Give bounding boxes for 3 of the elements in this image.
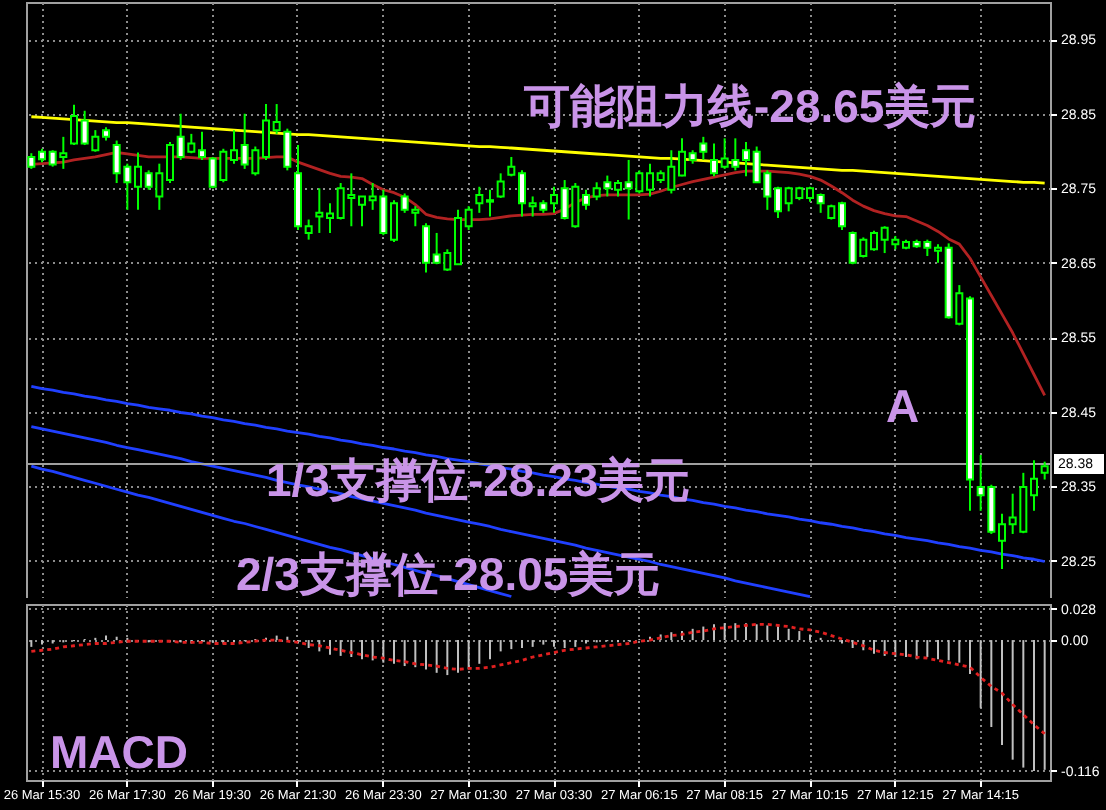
annotation: 可能阻力线-28.65美元 — [522, 79, 977, 132]
annotation: A — [886, 380, 920, 432]
annotation: MACD — [50, 726, 188, 778]
